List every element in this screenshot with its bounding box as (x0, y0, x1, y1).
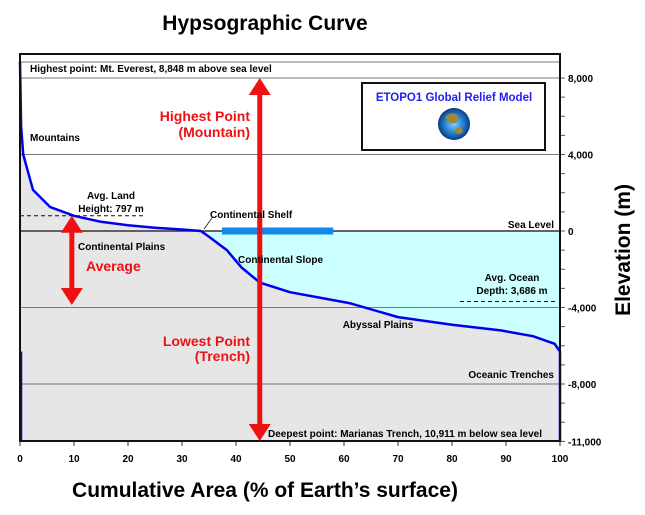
average-arrow-head-up (60, 215, 83, 233)
continental-plains-label: Continental Plains (78, 242, 166, 253)
x-tick-label: 30 (176, 454, 188, 465)
y-tick-label: -11,000 (568, 437, 602, 448)
oceanic-trenches-label: Oceanic Trenches (468, 370, 554, 381)
continental-slope-label: Continental Slope (238, 255, 323, 266)
y-tick-label: 0 (568, 227, 574, 238)
legend-title: ETOPO1 Global Relief Model (376, 92, 532, 104)
y-tick-label: 8,000 (568, 74, 593, 85)
continental-shelf-label: Continental Shelf (210, 210, 293, 221)
avg-ocean-label: Avg. Ocean (485, 273, 540, 284)
x-tick-label: 40 (230, 454, 242, 465)
chart-title: Hypsographic Curve (162, 12, 367, 35)
y-tick-label: -4,000 (568, 304, 597, 315)
globe-icon (438, 108, 470, 140)
deepest-point-label: Deepest point: Marianas Trench, 10,911 m… (268, 429, 542, 440)
avg-land-label: Height: 797 m (78, 204, 144, 215)
shelf-leader-line (203, 217, 213, 230)
x-axis-label: Cumulative Area (% of Earth’s surface) (72, 479, 458, 502)
avg-land-label: Avg. Land (87, 191, 135, 202)
x-tick-label: 20 (122, 454, 134, 465)
y-tick-label: -8,000 (568, 380, 597, 391)
y-axis-label: Elevation (m) (612, 184, 635, 316)
ocean-area (200, 231, 560, 352)
highest-point-label: Highest point: Mt. Everest, 8,848 m abov… (30, 64, 272, 75)
avg-ocean-label: Depth: 3,686 m (476, 286, 547, 297)
hypsographic-curve (18, 61, 562, 442)
extreme-arrow-head-down (248, 424, 271, 441)
x-tick-label: 90 (500, 454, 512, 465)
x-tick-label: 50 (284, 454, 296, 465)
abyssal-plains-label: Abyssal Plains (343, 320, 414, 331)
mountains-label: Mountains (30, 133, 80, 144)
x-tick-label: 70 (392, 454, 404, 465)
lowest-point-title: Lowest Point (163, 333, 250, 349)
x-tick-label: 100 (552, 454, 569, 465)
x-tick-label: 60 (338, 454, 350, 465)
globe-land (445, 113, 463, 134)
average-arrow-head-down (60, 288, 83, 305)
x-tick-label: 0 (17, 454, 23, 465)
sea-level-label: Sea Level (508, 220, 554, 231)
highest-point-subtitle: (Mountain) (178, 124, 250, 140)
x-tick-label: 10 (68, 454, 80, 465)
x-tick-label: 80 (446, 454, 458, 465)
extreme-arrow-head-up (248, 78, 271, 95)
highest-point-title: Highest Point (160, 108, 251, 124)
average-label: Average (86, 258, 141, 274)
y-tick-label: 4,000 (568, 151, 593, 162)
lowest-point-subtitle: (Trench) (195, 348, 250, 364)
land-area (20, 61, 560, 442)
